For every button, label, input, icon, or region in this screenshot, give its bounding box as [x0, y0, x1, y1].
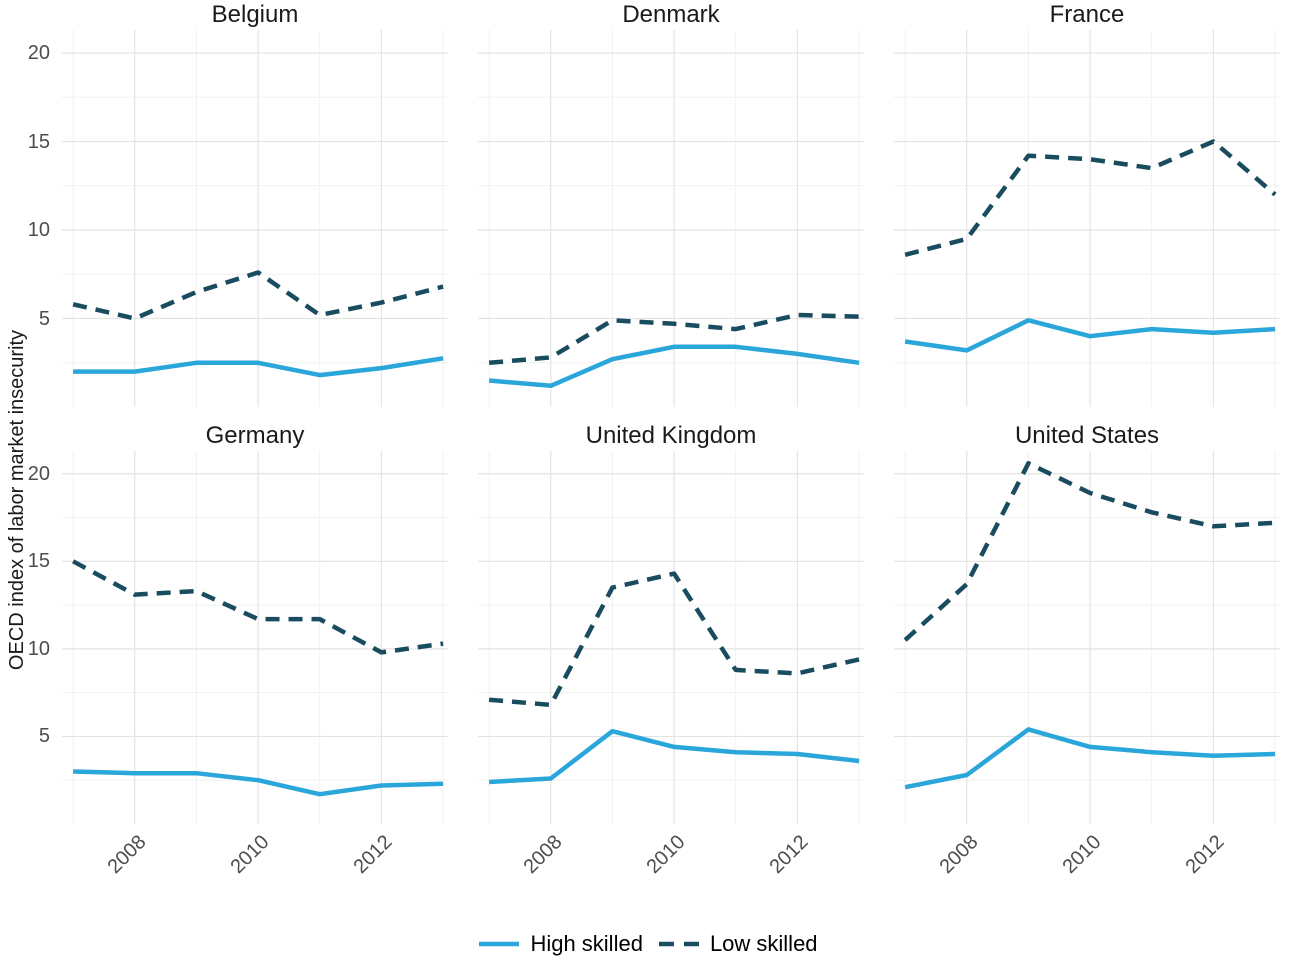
facet-belgium: Belgium [62, 0, 448, 407]
low-skilled-line [72, 270, 444, 321]
y-tick-label: 5 [38, 725, 50, 748]
facet-title: Denmark [622, 1, 720, 28]
low-skilled-line [488, 312, 860, 366]
legend-item-high-skilled: High skilled [477, 931, 643, 957]
high-skilled-line [73, 769, 444, 797]
low-skilled-line [72, 559, 444, 655]
facet-title: Germany [205, 422, 305, 449]
dashed-line-key [658, 941, 699, 947]
legend-label: Low skilled [709, 931, 818, 956]
high-skilled-line [488, 728, 860, 785]
legend-label: High skilled [530, 931, 643, 956]
y-tick-label: 20 [27, 462, 50, 485]
line-chart-panel [62, 30, 448, 407]
facet-france: France [894, 0, 1280, 407]
line-chart-panel [894, 30, 1280, 407]
low-skilled-line [904, 139, 1277, 257]
line-chart-panel [894, 451, 1280, 824]
solid-line-key [479, 941, 520, 947]
y-tick-label: 10 [27, 219, 50, 241]
line-chart-panel [478, 30, 864, 407]
facet-title: United Kingdom [585, 422, 757, 449]
high-skilled-line [488, 344, 860, 389]
y-tick-label: 10 [27, 637, 50, 660]
facet-title: United States [1014, 422, 1160, 449]
high-skilled-line [904, 318, 1276, 353]
y-tick-label: 5 [38, 307, 50, 330]
facet-title: France [1049, 1, 1125, 28]
high-skilled-line [904, 727, 1276, 790]
low-skilled-line [903, 461, 1276, 642]
y-tick-label: 15 [27, 550, 50, 573]
facet-denmark: Denmark [478, 0, 864, 407]
high-skilled-line [73, 356, 444, 378]
legend-item-low-skilled: Low skilled [657, 931, 818, 957]
line-chart-panel [62, 451, 448, 824]
legend: High skilled Low skilled [0, 931, 1295, 957]
line-chart-panel [478, 451, 864, 824]
facet-germany: Germany [62, 421, 448, 824]
facet-united-kingdom: United Kingdom [478, 421, 864, 824]
low-skilled-line [488, 571, 860, 708]
y-tick-label: 15 [27, 130, 50, 153]
facet-title: Belgium [211, 1, 299, 28]
facet-united-states: United States [894, 421, 1280, 824]
y-tick-label: 20 [27, 42, 50, 64]
